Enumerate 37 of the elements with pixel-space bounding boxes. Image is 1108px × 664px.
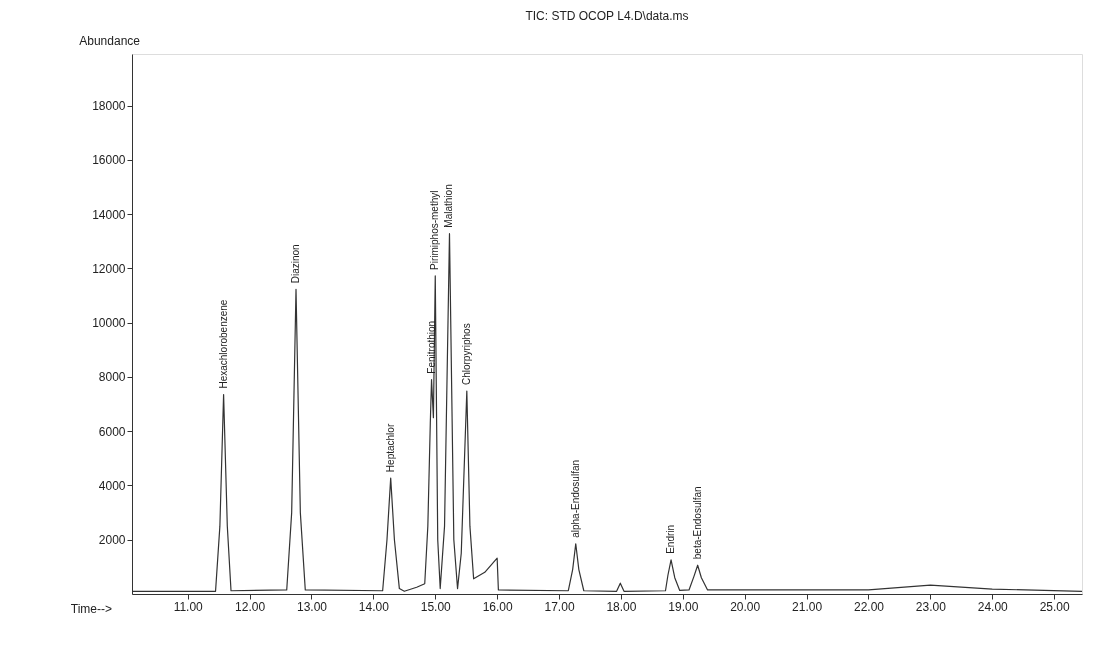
annotation: Heptachlor [384,423,396,473]
x-axis-title: Time--> [70,602,112,616]
y-tick-label: 4000 [98,478,126,493]
annotation: Pirimiphos-methyl [429,190,441,270]
annotation: Chlorpyriphos [460,323,472,386]
annotation: beta-Endosulfan [691,486,703,560]
y-tick-label: 6000 [98,424,126,439]
y-tick-label: 8000 [98,370,126,385]
y-tick-label: 2000 [98,533,126,548]
x-tick-label: 14.00 [358,599,390,614]
y-tick-label: 12000 [92,261,126,276]
x-tick-label: 18.00 [606,599,637,614]
x-tick-label: 22.00 [853,599,885,614]
x-tick-label: 24.00 [977,599,1009,614]
x-tick-label: 20.00 [730,599,761,614]
x-tick-label: 19.00 [668,599,699,614]
annotation: Diazinon [290,244,302,284]
y-axis-title: Abundance [79,34,141,48]
annotation: Hexachlorobenzene [217,299,229,389]
x-tick-label: 12.00 [235,599,266,614]
y-tick-label: 10000 [92,316,126,331]
x-tick-label: 17.00 [544,599,575,614]
annotation: Fenitrothion [425,320,437,374]
chart-title: TIC: STD OCOP L4.D\data.ms [525,9,689,23]
y-tick-label: 14000 [92,207,126,222]
x-tick-label: 21.00 [792,599,823,614]
annotation: Malathion [443,184,455,228]
x-tick-label: 13.00 [296,599,328,614]
annotation: Endrin [665,524,677,554]
y-tick-label: 18000 [92,99,126,114]
annotation: alpha-Endosulfan [569,459,581,538]
x-tick-label: 15.00 [420,599,452,614]
x-tick-label: 25.00 [1039,599,1070,614]
y-tick-label: 16000 [92,153,126,168]
x-tick-label: 11.00 [173,599,204,614]
x-tick-label: 23.00 [915,599,947,614]
x-tick-label: 16.00 [482,599,513,614]
